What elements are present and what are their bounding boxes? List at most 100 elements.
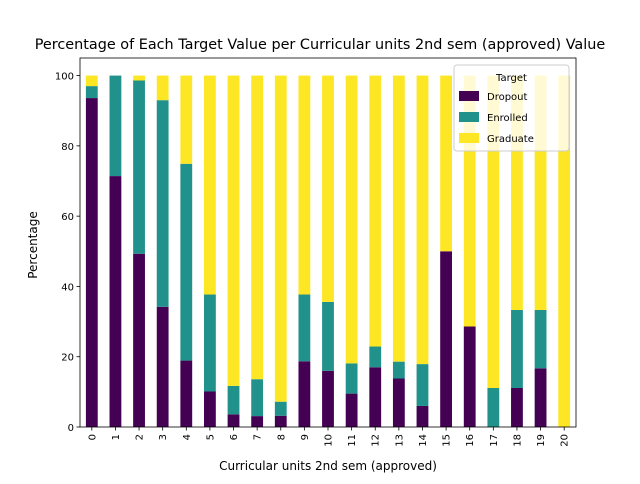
bar-enrolled-3 xyxy=(156,100,169,307)
bar-enrolled-19 xyxy=(534,309,547,369)
x-tick-label: 5 xyxy=(205,434,216,440)
y-tick-label: 80 xyxy=(61,142,74,153)
bar-dropout-8 xyxy=(274,415,287,427)
y-tick-label: 100 xyxy=(55,72,74,83)
x-tick-label: 3 xyxy=(158,434,169,440)
bar-graduate-4 xyxy=(180,75,193,164)
bar-graduate-16 xyxy=(463,75,476,327)
x-tick-label: 11 xyxy=(347,434,358,447)
bar-enrolled-12 xyxy=(369,346,382,368)
bar-graduate-17 xyxy=(487,75,500,388)
bar-enrolled-4 xyxy=(180,163,193,361)
bar-graduate-14 xyxy=(416,75,429,365)
bar-dropout-11 xyxy=(345,393,358,427)
x-axis-label: Curricular units 2nd sem (approved) xyxy=(219,459,437,473)
bar-graduate-7 xyxy=(251,75,264,380)
bar-graduate-0 xyxy=(85,75,98,87)
x-tick-label: 12 xyxy=(371,434,382,447)
x-tick-label: 13 xyxy=(394,434,405,447)
bar-enrolled-8 xyxy=(274,401,287,416)
legend: Target Dropout Enrolled Graduate xyxy=(453,64,570,152)
bar-dropout-3 xyxy=(156,306,169,427)
x-tick-label: 10 xyxy=(324,434,335,447)
bar-dropout-16 xyxy=(463,326,476,427)
y-tick-label: 20 xyxy=(61,353,74,364)
x-tick-label: 2 xyxy=(135,434,146,440)
chart-title: Percentage of Each Target Value per Curr… xyxy=(35,37,606,53)
x-tick-label: 17 xyxy=(489,434,500,447)
bar-dropout-1 xyxy=(109,176,122,427)
legend-swatch-dropout xyxy=(459,91,479,101)
x-tick-label: 7 xyxy=(253,434,264,440)
x-tick-label: 18 xyxy=(512,434,523,447)
bar-enrolled-14 xyxy=(416,364,429,406)
bar-graduate-3 xyxy=(156,75,169,101)
bar-enrolled-18 xyxy=(511,309,523,388)
bar-graduate-5 xyxy=(204,75,216,295)
bar-enrolled-0 xyxy=(85,86,98,99)
bar-enrolled-6 xyxy=(227,385,240,415)
y-axis-label: Percentage xyxy=(26,211,40,279)
bar-graduate-19 xyxy=(534,75,547,310)
bar-enrolled-10 xyxy=(322,301,334,371)
bar-graduate-12 xyxy=(369,75,382,347)
y-axis: 0 20 40 60 80 100 xyxy=(55,72,80,434)
bar-dropout-4 xyxy=(180,360,193,427)
bar-dropout-19 xyxy=(534,368,547,427)
bar-enrolled-9 xyxy=(298,294,311,362)
bar-enrolled-1 xyxy=(109,75,122,177)
y-tick-label: 0 xyxy=(68,423,74,434)
y-tick-label: 40 xyxy=(61,282,74,293)
bar-enrolled-7 xyxy=(251,379,264,417)
bar-graduate-18 xyxy=(511,75,523,310)
bar-dropout-9 xyxy=(298,361,311,427)
x-tick-label: 6 xyxy=(229,434,240,440)
bar-dropout-12 xyxy=(369,367,382,427)
x-tick-label: 8 xyxy=(276,434,287,440)
bar-dropout-2 xyxy=(133,253,145,427)
x-tick-label: 16 xyxy=(465,434,476,447)
legend-label-graduate: Graduate xyxy=(487,134,534,145)
x-tick-label: 19 xyxy=(536,434,547,447)
bar-dropout-15 xyxy=(440,251,452,427)
bar-dropout-7 xyxy=(251,416,264,427)
x-tick-label: 9 xyxy=(300,434,311,440)
x-tick-label: 20 xyxy=(560,434,571,447)
bar-dropout-14 xyxy=(416,405,429,427)
bar-dropout-10 xyxy=(322,370,334,427)
bar-graduate-11 xyxy=(345,75,358,364)
legend-label-enrolled: Enrolled xyxy=(487,113,528,124)
legend-box xyxy=(453,64,570,152)
bar-graduate-20 xyxy=(558,75,571,428)
bar-graduate-10 xyxy=(322,75,334,302)
bar-enrolled-11 xyxy=(345,363,358,394)
bar-enrolled-5 xyxy=(204,294,216,392)
x-tick-label: 14 xyxy=(418,434,429,447)
plot-area xyxy=(79,57,577,428)
bar-graduate-8 xyxy=(274,75,287,402)
bar-enrolled-2 xyxy=(133,80,145,254)
bar-graduate-13 xyxy=(392,75,405,362)
bar-enrolled-13 xyxy=(392,361,405,379)
legend-label-dropout: Dropout xyxy=(487,92,528,103)
x-tick-label: 4 xyxy=(182,434,193,440)
x-tick-label: 0 xyxy=(87,434,98,440)
bar-dropout-18 xyxy=(511,387,523,427)
bar-graduate-6 xyxy=(227,75,240,386)
bar-dropout-5 xyxy=(204,391,216,427)
bar-graduate-15 xyxy=(440,75,452,252)
bar-dropout-6 xyxy=(227,414,240,427)
bar-graduate-9 xyxy=(298,75,311,295)
x-axis: 0 1 2 3 4 5 6 7 8 9 10 11 12 13 14 15 16 17 18 19 20 xyxy=(87,427,571,447)
x-tick-label: 15 xyxy=(442,434,453,447)
legend-swatch-graduate xyxy=(459,133,479,143)
x-tick-label: 1 xyxy=(111,434,122,440)
legend-swatch-enrolled xyxy=(459,112,479,122)
bar-graduate-2 xyxy=(133,75,145,81)
bar-dropout-0 xyxy=(85,98,98,427)
y-tick-label: 60 xyxy=(61,212,74,223)
bar-dropout-13 xyxy=(392,378,405,427)
legend-title: Target xyxy=(495,73,527,84)
